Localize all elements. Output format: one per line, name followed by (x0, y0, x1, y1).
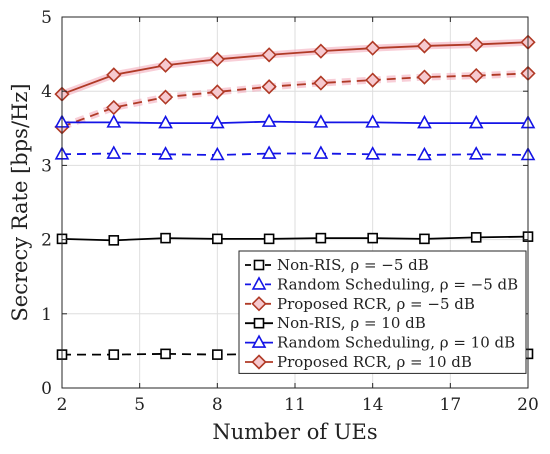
data-point (212, 349, 223, 360)
data-point (313, 145, 329, 159)
legend-entry: Non-RIS, ρ = 10 dB (245, 314, 426, 332)
data-point (468, 114, 484, 129)
data-point (209, 84, 225, 100)
y-tick-label: 2 (41, 231, 52, 251)
legend-swatch-marker (253, 259, 265, 271)
data-point (108, 235, 120, 246)
series-line (61, 72, 529, 128)
x-axis-label: Number of UEs (212, 420, 377, 444)
ticks: 2 5 8 11 14 17 20 0 1 2 3 4 5 (41, 8, 539, 415)
data-point (160, 232, 171, 244)
data-point (313, 114, 329, 128)
data-point (106, 114, 122, 128)
data-point (261, 113, 277, 127)
data-point (108, 349, 120, 360)
legend-box (238, 250, 527, 374)
data-point (263, 233, 275, 245)
legend-label: Non-RIS, ρ = −5 dB (277, 256, 429, 274)
data-point (419, 233, 430, 245)
y-tick-label: 4 (41, 82, 52, 102)
legend-entry: Random Scheduling, ρ = −5 dB (245, 275, 518, 293)
legend-label: Non-RIS, ρ = 10 dB (277, 314, 426, 332)
data-point (313, 75, 329, 91)
series-layer (54, 34, 536, 360)
data-point (468, 67, 484, 84)
legend-entry: Random Scheduling, ρ = 10 dB (245, 334, 515, 352)
y-tick-label: 5 (41, 8, 52, 28)
x-tick-label: 17 (440, 395, 462, 415)
data-point (313, 43, 329, 59)
legend-entry: Proposed RCR, ρ = −5 dB (245, 295, 475, 313)
series-line (61, 41, 529, 96)
x-tick-label: 14 (362, 395, 384, 415)
data-point (468, 36, 484, 53)
data-point (160, 348, 171, 360)
data-point (468, 146, 484, 160)
x-tick-label: 2 (57, 395, 68, 415)
legend-label: Proposed RCR, ρ = −5 dB (277, 295, 475, 313)
data-point (261, 47, 277, 63)
data-point (470, 232, 482, 243)
series-line (61, 235, 529, 242)
data-point (417, 146, 432, 161)
legend-label: Random Scheduling, ρ = 10 dB (277, 334, 515, 352)
data-point (417, 114, 432, 129)
legend-swatch-marker (251, 354, 267, 370)
legend-entry: Proposed RCR, ρ = 10 dB (245, 353, 472, 371)
series-6 (54, 34, 536, 102)
legend-label: Proposed RCR, ρ = 10 dB (277, 353, 472, 371)
data-point (209, 51, 225, 67)
data-point (416, 69, 433, 85)
legend-swatch-marker (251, 296, 267, 312)
data-point (158, 114, 173, 129)
data-point (157, 57, 174, 73)
data-point (261, 145, 277, 159)
data-point (365, 114, 381, 128)
data-point (106, 67, 122, 83)
x-tick-label: 11 (284, 395, 306, 415)
legend-swatch-marker (251, 276, 267, 290)
legend-swatch-marker (253, 317, 265, 329)
data-point (367, 232, 378, 244)
series-line (61, 152, 529, 156)
data-point (365, 40, 381, 56)
data-point (212, 233, 223, 245)
y-axis-label: Secrecy Rate [bps/Hz] (8, 83, 32, 321)
data-point (365, 72, 381, 88)
legend-entry: Non-RIS, ρ = −5 dB (245, 256, 429, 274)
y-tick-label: 0 (41, 379, 52, 399)
data-point (315, 232, 327, 244)
series-line (62, 120, 528, 125)
x-tick-label: 8 (212, 395, 223, 415)
data-point (209, 146, 225, 161)
data-point (158, 146, 173, 160)
data-point (416, 38, 433, 54)
x-tick-label: 20 (517, 395, 539, 415)
y-tick-label: 3 (41, 156, 52, 176)
data-point (106, 145, 122, 159)
series-5 (54, 113, 536, 129)
legend-label: Random Scheduling, ρ = −5 dB (277, 275, 518, 293)
x-tick-label: 5 (134, 395, 145, 415)
data-point (365, 146, 381, 160)
legend-swatch-marker (251, 334, 267, 348)
data-point (209, 114, 225, 129)
data-point (157, 89, 174, 105)
data-point (106, 99, 122, 116)
series-2 (54, 145, 536, 161)
data-point (261, 79, 277, 95)
y-tick-label: 1 (41, 305, 52, 325)
